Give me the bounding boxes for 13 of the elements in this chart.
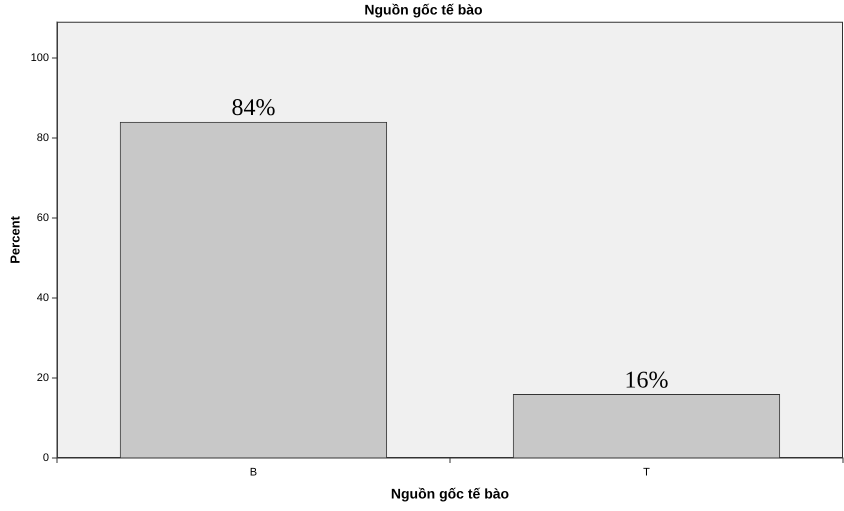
x-tick-label: B: [250, 466, 258, 479]
y-tick-label: 0: [42, 452, 49, 464]
y-tick-label: 20: [36, 372, 49, 384]
data-label: 84%: [231, 95, 276, 122]
y-tick-label: 80: [36, 132, 49, 144]
y-axis-title: Percent: [7, 215, 22, 264]
y-tick-label: 100: [30, 52, 49, 64]
chart-title: Nguồn gốc tế bào: [364, 1, 483, 18]
x-tick-label: T: [643, 466, 650, 479]
y-tick-label: 40: [36, 292, 49, 304]
data-label: 16%: [624, 367, 668, 394]
x-axis-title: Nguồn gốc tế bào: [390, 485, 510, 502]
y-tick-label: 60: [36, 212, 49, 224]
